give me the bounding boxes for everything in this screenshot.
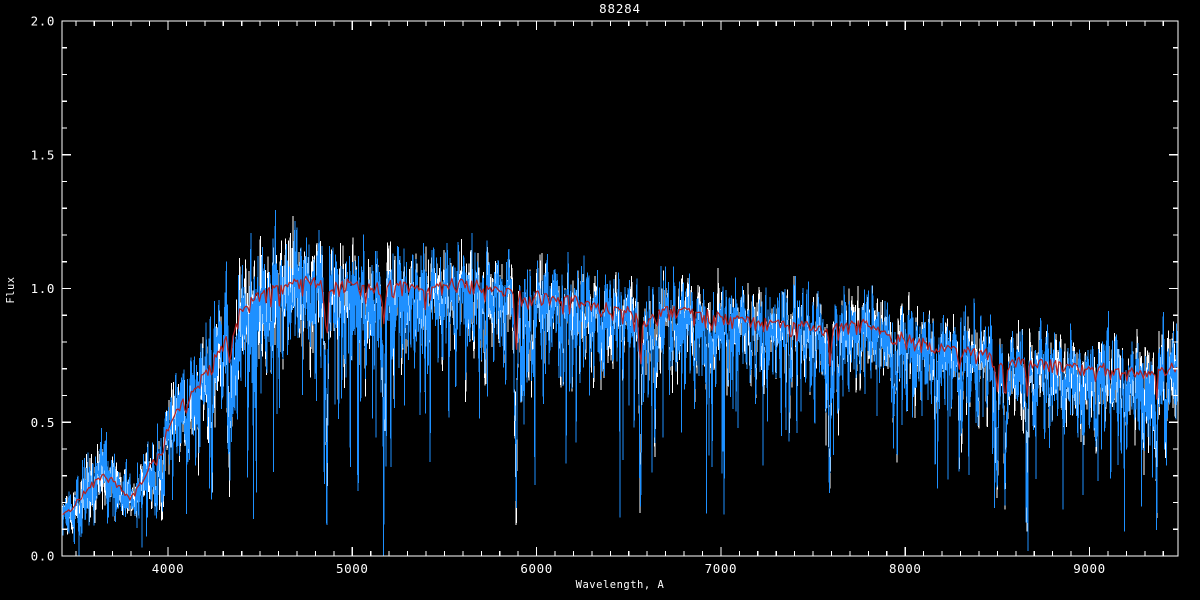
x-tick-label: 9000 [1073, 561, 1106, 576]
x-tick-label: 8000 [889, 561, 922, 576]
x-axis-label: Wavelength, A [576, 579, 665, 591]
axes-group [61, 20, 1179, 557]
axis-labels-group: 4000 5000 6000 7000 8000 9000 0.0 0.5 1.0 1.5 2.0 [31, 14, 1106, 577]
y-tick-label: 2.0 [31, 14, 55, 29]
model-fit-trace [61, 275, 1178, 516]
observed-spectrum-trace [61, 209, 1179, 557]
y-tick-label: 0.5 [31, 415, 55, 430]
x-tick-label: 7000 [705, 561, 738, 576]
y-axis-label: Flux [5, 276, 17, 303]
y-tick-label: 0.0 [31, 549, 55, 564]
x-tick-label: 4000 [152, 561, 185, 576]
y-tick-label: 1.5 [31, 147, 55, 162]
spectrum-traces [61, 209, 1179, 557]
page-title: 88284 [599, 1, 641, 16]
x-tick-label: 6000 [520, 561, 553, 576]
x-tick-label: 5000 [336, 561, 369, 576]
y-tick-label: 1.0 [31, 281, 55, 296]
